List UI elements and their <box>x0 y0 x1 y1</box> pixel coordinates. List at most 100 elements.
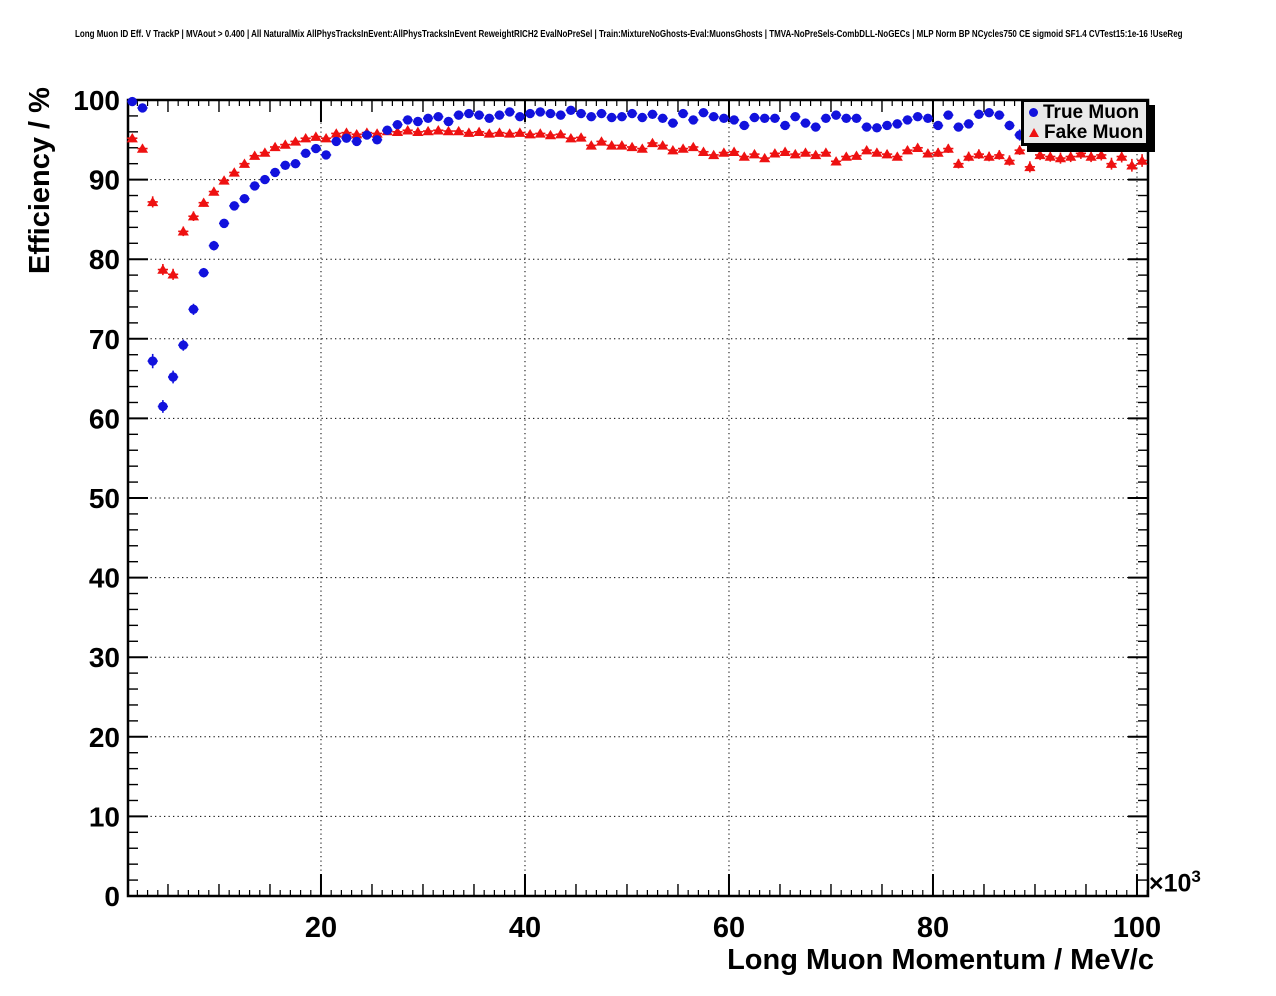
fake-muon-point <box>514 127 526 137</box>
fake-muon-point <box>1054 152 1067 163</box>
true-muon-point <box>668 118 678 128</box>
fake-muon-point <box>789 148 801 159</box>
fake-muon-point <box>442 125 455 136</box>
true-muon-point <box>260 174 270 185</box>
true-muon-point <box>515 112 525 122</box>
fake-muon-point <box>177 226 189 236</box>
true-muon-point <box>484 113 494 124</box>
true-muon-point <box>963 119 974 129</box>
fake-muon-point <box>157 264 169 274</box>
fake-muon-point <box>493 127 506 137</box>
fake-muon-point <box>861 144 873 155</box>
true-muon-point <box>698 108 709 118</box>
fake-muon-point <box>524 129 536 139</box>
fake-muon-point <box>667 144 679 155</box>
true-muon-point <box>923 113 933 124</box>
fake-muon-point <box>871 147 883 157</box>
svg-text:90: 90 <box>89 165 120 196</box>
true-muon-point <box>902 115 913 125</box>
legend-entry-fake-muon[interactable]: Fake Muon <box>1029 123 1144 142</box>
fake-muon-point <box>1075 148 1087 158</box>
true-muon-point <box>627 108 637 119</box>
svg-text:80: 80 <box>917 912 949 944</box>
fake-muon-point <box>891 151 903 161</box>
true-muon-point <box>800 118 811 128</box>
fake-muon-point <box>1044 151 1056 161</box>
true-muon-point <box>647 109 658 120</box>
fake-muon-point <box>279 139 291 149</box>
true-muon-point <box>984 108 994 118</box>
fake-muon-point <box>218 175 230 185</box>
fake-muon-point <box>565 133 577 143</box>
fake-muon-point <box>748 148 761 159</box>
fake-muon-point <box>820 147 832 157</box>
true-muon-point <box>586 112 596 122</box>
fake-muon-point <box>432 125 444 135</box>
true-muon-point <box>790 112 800 122</box>
fake-muon-point <box>126 133 138 143</box>
fake-muon-point <box>269 141 281 152</box>
true-muon-point <box>229 201 239 211</box>
true-muon-point <box>198 268 209 278</box>
fake-muon-point <box>697 146 710 156</box>
true-muon-marker-icon <box>1029 108 1038 118</box>
true-muon-point <box>525 108 535 119</box>
fake-muon-point <box>810 149 822 160</box>
fake-muon-point <box>1024 161 1036 172</box>
true-muon-point <box>147 356 158 366</box>
true-muon-point <box>341 133 352 143</box>
fake-muon-point <box>147 196 159 207</box>
fake-muon-point <box>483 128 495 138</box>
fake-muon-point <box>187 211 200 221</box>
fake-muon-point <box>1116 151 1128 161</box>
svg-text:100: 100 <box>1113 912 1161 944</box>
fake-muon-point <box>922 148 934 158</box>
svg-text:40: 40 <box>89 563 120 594</box>
true-muon-point <box>555 110 566 120</box>
x-axis-exponent-label: ×103 <box>1149 867 1201 898</box>
true-muon-point <box>576 108 586 119</box>
svg-text:70: 70 <box>89 324 120 355</box>
true-muon-point <box>168 372 178 382</box>
legend[interactable]: True Muon Fake Muon <box>1021 99 1149 146</box>
fake-muon-point <box>463 127 475 137</box>
fake-muon-point <box>595 136 608 146</box>
true-muon-point <box>300 148 311 159</box>
axis-tick-labels: 0 10 20 30 40 50 60 70 80 90 100 20 40 60 80 100 <box>73 85 1161 944</box>
fake-muon-point <box>708 149 720 160</box>
fake-muon-point <box>963 151 975 161</box>
svg-text:40: 40 <box>509 912 541 944</box>
svg-text:60: 60 <box>713 912 745 944</box>
true-muon-point <box>953 122 964 132</box>
fake-muon-point <box>300 133 312 143</box>
fake-muon-point <box>881 148 893 159</box>
true-muon-point <box>331 136 341 147</box>
fake-muon-point <box>289 136 302 146</box>
true-muon-point <box>1004 120 1015 131</box>
fake-muon-point <box>1105 158 1118 168</box>
fake-muon-point <box>677 143 689 153</box>
true-muon-point <box>719 113 729 124</box>
fake-muon-point <box>759 152 771 163</box>
fake-muon-point <box>952 158 965 168</box>
svg-text:0: 0 <box>104 881 120 912</box>
fake-muon-point <box>1126 160 1138 170</box>
true-muon-point <box>158 401 168 412</box>
true-muon-point <box>943 110 953 120</box>
true-muon-point <box>474 110 484 120</box>
true-muon-point <box>188 304 199 315</box>
legend-entry-true-muon[interactable]: True Muon <box>1029 103 1144 122</box>
fake-muon-point <box>1095 149 1107 160</box>
true-muon-point <box>933 120 943 131</box>
fake-muon-point <box>942 143 954 153</box>
true-muon-point <box>402 115 413 125</box>
true-muon-point <box>729 115 739 125</box>
fake-muon-point <box>840 151 852 161</box>
fake-muon-point <box>136 143 149 153</box>
true-muon-point <box>759 113 770 124</box>
true-muon-point <box>780 120 790 131</box>
true-muon-point <box>209 240 219 251</box>
true-muon-point <box>841 113 851 124</box>
